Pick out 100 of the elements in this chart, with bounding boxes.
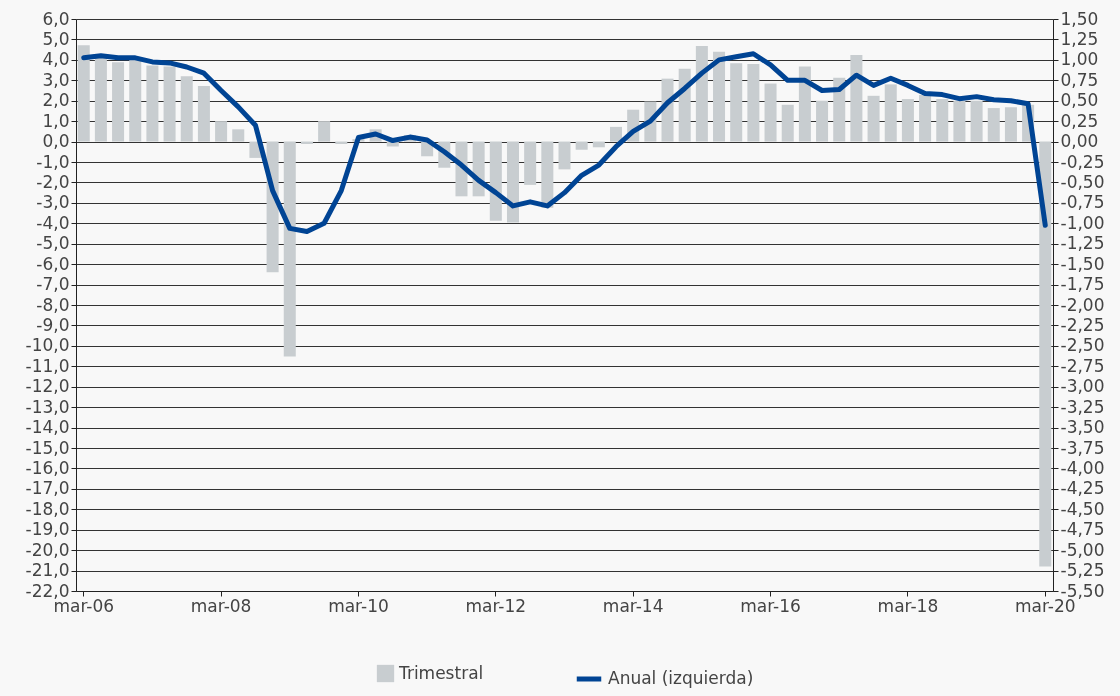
bar [713,51,726,142]
bar [215,121,228,142]
bar [867,95,880,142]
y2-tick-label: -4,50 [1060,498,1105,519]
x-tick-label: mar-10 [328,595,389,616]
y-tick-label: -1,0 [36,151,70,172]
y2-tick-label: -2,50 [1060,335,1105,356]
y-tick-label: -19,0 [25,519,70,540]
y-tick-label: 1,0 [42,110,70,131]
bar [112,62,125,142]
bar [833,77,846,142]
bar [180,76,193,142]
bar [318,121,331,142]
y-tick-label: -8,0 [36,294,70,315]
bar [678,68,691,142]
bar [197,86,210,142]
bar [695,45,708,142]
bar [232,129,245,142]
y-tick-label: 5,0 [42,28,70,49]
y2-tick-label: 1,25 [1060,28,1099,49]
y2-tick-label: 1,50 [1060,8,1099,29]
y2-tick-label: -1,50 [1060,253,1105,274]
bar [781,104,794,142]
bar [953,100,966,142]
y2-tick-label: 0,50 [1060,90,1099,111]
bar [283,141,296,357]
bar [901,99,914,142]
y-tick-label: 2,0 [42,90,70,111]
y-tick-label: 6,0 [42,8,70,29]
y2-tick-label: -1,25 [1060,233,1105,254]
y-tick-label: -11,0 [25,355,70,376]
bar [936,99,949,142]
bar [1039,141,1052,567]
x-tick-label: mar-14 [602,595,664,616]
bar [489,141,502,221]
y-tick-label: -21,0 [25,560,70,581]
y-tick-label: 3,0 [42,69,70,90]
y2-tick-label: -4,00 [1060,457,1105,478]
y2-tick-label: -3,00 [1060,376,1105,397]
y2-tick-label: -5,25 [1060,560,1105,581]
y2-tick-label: -1,75 [1060,274,1105,295]
y2-tick-label: -3,50 [1060,417,1105,438]
y-tick-label: -18,0 [25,498,70,519]
y2-tick-label: -4,75 [1060,519,1105,540]
bar [610,126,623,142]
y2-tick-label: -3,75 [1060,437,1105,458]
bar [146,65,159,142]
bar [163,66,176,142]
y2-tick-label: -0,50 [1060,171,1105,192]
bar [558,141,571,170]
bar [884,84,897,142]
bar [747,63,760,142]
y2-tick-label: -2,25 [1060,314,1105,335]
bar [575,141,588,150]
y-tick-label: -14,0 [25,417,70,438]
y2-tick-label: 0,00 [1060,131,1099,152]
y-tick-label: -20,0 [25,539,70,560]
y2-tick-label: -0,25 [1060,151,1105,172]
y2-tick-label: 0,75 [1060,69,1099,90]
y-tick-label: 4,0 [42,49,70,70]
legend-label: Trimestral [398,662,484,683]
bar [798,66,811,142]
y2-tick-label: -3,25 [1060,396,1105,417]
bar [816,100,829,142]
legend-label: Anual (izquierda) [608,668,754,688]
bar [1004,107,1017,142]
y-tick-label: -10,0 [25,335,70,356]
y-tick-label: -13,0 [25,396,70,417]
bar [850,54,863,142]
y-tick-label: -5,0 [36,233,70,254]
y-tick-label: -6,0 [36,253,70,274]
x-tick-label: mar-18 [877,595,939,616]
bar [987,108,1000,142]
bar [970,100,983,142]
y2-tick-label: -2,75 [1060,355,1105,376]
bar [77,45,90,142]
y2-tick-label: 0,25 [1060,110,1099,131]
y2-tick-label: -0,75 [1060,192,1105,213]
x-tick-label: mar-16 [740,595,801,616]
y2-tick-label: 1,00 [1060,49,1099,70]
y-tick-label: -15,0 [25,437,70,458]
y-tick-label: -9,0 [36,314,70,335]
y-tick-label: -2,0 [36,171,70,192]
y-tick-label: -4,0 [36,212,70,233]
bar [764,83,777,142]
bar [919,94,932,142]
y2-tick-label: -2,00 [1060,294,1105,315]
y-tick-label: 0,0 [42,131,70,152]
y2-tick-label: -4,25 [1060,478,1105,499]
bar [524,141,537,185]
y2-tick-label: -5,00 [1060,539,1105,560]
y-tick-label: -17,0 [25,478,70,499]
y-tick-label: -7,0 [36,274,70,295]
y2-tick-label: -1,00 [1060,212,1105,233]
bar [506,141,519,223]
y-tick-label: -3,0 [36,192,70,213]
y-tick-label: -16,0 [25,457,70,478]
bar [541,141,554,208]
y-tick-label: -12,0 [25,376,70,397]
bar [730,63,743,142]
